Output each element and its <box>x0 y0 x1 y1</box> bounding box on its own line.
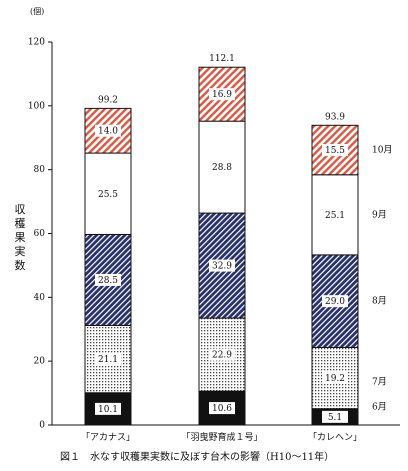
total-value-label: 93.9 <box>325 112 345 122</box>
total-value-label: 112.1 <box>209 54 235 64</box>
legend-month-label: 8月 <box>372 296 387 307</box>
total-labels: 99.2 112.1 93.9 <box>98 54 345 122</box>
segment-value-label: 28.5 <box>98 276 118 286</box>
segment-value-label: 28.8 <box>212 163 232 173</box>
y-axis-label-char: 収 <box>15 203 26 216</box>
legend-month-label: 10月 <box>372 145 392 156</box>
figure-caption: 図１ 水なす収穫果実数に及ぼす台木の影響（H10～11年） <box>60 450 334 463</box>
segment-value-label: 15.5 <box>325 146 345 156</box>
legend-month-label: 9月 <box>372 209 387 220</box>
segment-value-label: 22.9 <box>212 351 232 361</box>
y-tick-label: 0 <box>39 421 45 431</box>
y-axis-label-char: 実 <box>15 244 26 258</box>
category-label: 「アカナス」 <box>81 432 135 443</box>
segment-label-bg <box>322 295 348 308</box>
segment-label-bg <box>322 208 348 221</box>
y-unit: (個) <box>30 6 44 16</box>
segment-value-label: 5.1 <box>328 413 342 423</box>
y-tick-label: 120 <box>28 38 45 48</box>
segment-label-bg <box>95 273 121 286</box>
segment-value-label: 16.9 <box>212 90 232 100</box>
segment-label-bg <box>95 124 121 137</box>
y-tick-label: 100 <box>28 101 45 111</box>
bar-segment <box>84 107 132 154</box>
segment-value-label: 25.5 <box>98 190 118 200</box>
segment-label-bg <box>322 410 348 423</box>
segment-labels: 10.1 21.1 28.5 25.5 14.0 10.6 22.9 32.9 28.8 16.9… <box>95 88 348 423</box>
y-axis-label-char: 数 <box>15 259 26 272</box>
y-tick-label: 80 <box>34 165 46 175</box>
category-label: 「カレヘン」 <box>308 432 362 443</box>
segment-label-bg <box>95 187 121 200</box>
segment-value-label: 25.1 <box>325 211 345 221</box>
y-tick-label: 20 <box>34 357 46 367</box>
segment-value-label: 32.9 <box>212 262 232 272</box>
y-tick-label: 40 <box>34 293 46 303</box>
segment-label-bg <box>322 372 348 385</box>
segment-label-bg <box>209 259 235 272</box>
y-axis-label: 収穫果実数 <box>15 203 26 272</box>
segment-label-bg <box>95 353 121 366</box>
segment-label-bg <box>209 402 235 415</box>
y-ticks: 0 20 40 60 80 100 120 <box>28 38 52 431</box>
segment-label-bg <box>209 348 235 361</box>
segment-value-label: 10.6 <box>212 404 232 414</box>
segment-label-bg <box>209 88 235 101</box>
bars <box>84 66 359 426</box>
category-label: 「羽曳野育成１号」 <box>181 431 262 443</box>
legend-month-label: 6月 <box>372 401 387 412</box>
segment-value-label: 14.0 <box>98 127 118 137</box>
segment-value-label: 21.1 <box>98 355 118 365</box>
y-tick-label: 60 <box>34 229 46 239</box>
segment-value-label: 29.0 <box>325 297 345 307</box>
legend-month-label: 7月 <box>372 377 387 388</box>
segment-value-label: 19.2 <box>325 374 345 384</box>
segment-label-bg <box>322 144 348 157</box>
legend-month-labels: 6月 7月 8月 9月 10月 <box>372 145 392 413</box>
y-axis-label-char: 果 <box>15 231 26 244</box>
segment-label-bg <box>95 402 121 415</box>
category-labels: 「アカナス」 「羽曳野育成１号」 「カレヘン」 <box>81 431 362 443</box>
y-axis-label-char: 穫 <box>15 217 26 230</box>
total-value-label: 99.2 <box>98 95 118 105</box>
segment-value-label: 10.1 <box>98 405 118 415</box>
segment-label-bg <box>209 161 235 174</box>
